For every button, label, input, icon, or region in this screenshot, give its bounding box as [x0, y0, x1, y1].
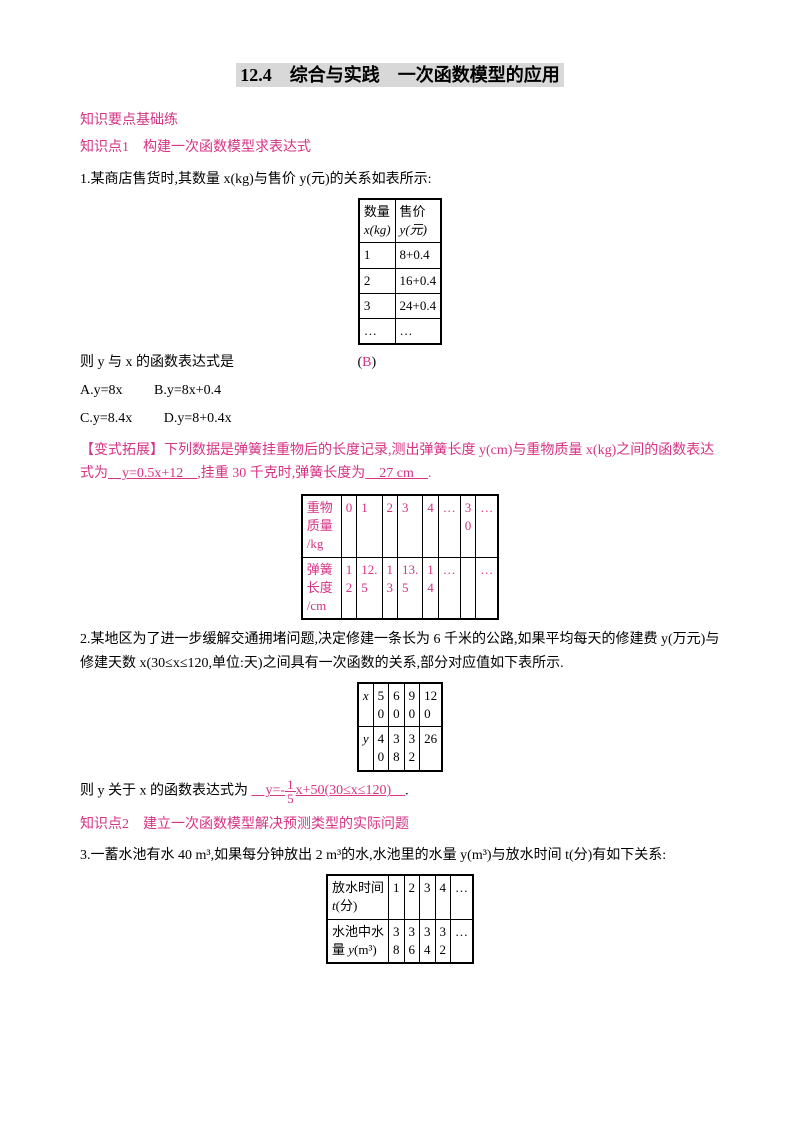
q1-optC: C.y=8.4x — [80, 407, 132, 431]
v1-l2: 13 — [382, 557, 398, 619]
q1-r2b: 16+0.4 — [395, 268, 441, 293]
q2-x4: 120 — [420, 683, 443, 727]
q3-t3: 3 — [420, 875, 436, 919]
v1-lead: 【变式拓展】 — [80, 443, 164, 458]
v1-mdots2: … — [476, 495, 499, 557]
v1-l30 — [460, 557, 476, 619]
q1-answer: B — [362, 355, 371, 370]
v1-m0: 0 — [341, 495, 357, 557]
v1-l3: 13.5 — [398, 557, 423, 619]
v1-mdots1: … — [438, 495, 460, 557]
q3-hdr-time: 放水时间t(分) — [327, 875, 389, 919]
q2-y1: 40 — [373, 727, 389, 771]
v1-mid: ,挂重 30 千克时,弹簧长度为 — [197, 466, 365, 481]
v1-end: . — [428, 466, 432, 481]
q2-x2: 60 — [389, 683, 405, 727]
q2-end: . — [405, 783, 409, 798]
q1-r3a: 3 — [359, 293, 395, 318]
q3-t1: 1 — [389, 875, 405, 919]
q1-col2-hdr: 售价y(元) — [395, 199, 441, 243]
q1-col1-hdr: 数量x(kg) — [359, 199, 395, 243]
q1-stem2: 则 y 与 x 的函数表达式是 (B) — [80, 351, 720, 375]
q3-table: 放水时间t(分) 1 2 3 4 … 水池中水量 y(m³) 38 36 34 … — [326, 874, 474, 964]
v1-l0: 12 — [341, 557, 357, 619]
q2-y2: 38 — [389, 727, 405, 771]
q1-r1b: 8+0.4 — [395, 243, 441, 268]
q1-optD: D.y=8+0.4x — [164, 407, 232, 431]
q2-y3: 32 — [404, 727, 420, 771]
v1-ldots2: … — [476, 557, 499, 619]
q3-v1: 38 — [389, 919, 405, 963]
v1-table: 重物质量/kg 0 1 2 3 4 … 30 … 弹簧长度/cm 12 12.5… — [301, 494, 500, 620]
q3-tdots: … — [451, 875, 474, 919]
v1-l4: 14 — [423, 557, 439, 619]
q3-stem: 3.一蓄水池有水 40 m³,如果每分钟放出 2 m³的水,水池里的水量 y(m… — [80, 844, 720, 868]
q3-v3: 34 — [420, 919, 436, 963]
q2-answer: y=-15x+50(30≤x≤120) — [252, 783, 406, 798]
v1-m30: 30 — [460, 495, 476, 557]
q1-stem2-text: 则 y 与 x 的函数表达式是 — [80, 355, 234, 370]
q3-v4: 32 — [435, 919, 451, 963]
v1-blank1: y=0.5x+12 — [108, 466, 197, 481]
v1-m3: 3 — [398, 495, 423, 557]
q1-r4b: … — [395, 318, 441, 344]
question-2: 2.某地区为了进一步缓解交通拥堵问题,决定修建一条长为 6 千米的公路,如果平均… — [80, 628, 720, 804]
question-1: 1.某商店售货时,其数量 x(kg)与售价 y(元)的关系如表所示: 数量x(k… — [80, 168, 720, 430]
q3-t2: 2 — [404, 875, 420, 919]
v1-hdr-len: 弹簧长度/cm — [302, 557, 342, 619]
q2-x1: 50 — [373, 683, 389, 727]
q3-hdr-vol: 水池中水量 y(m³) — [327, 919, 389, 963]
v1-m4: 4 — [423, 495, 439, 557]
question-3: 3.一蓄水池有水 40 m³,如果每分钟放出 2 m³的水,水池里的水量 y(m… — [80, 844, 720, 964]
q2-yhdr: y — [358, 727, 373, 771]
q2-stem: 2.某地区为了进一步缓解交通拥堵问题,决定修建一条长为 6 千米的公路,如果平均… — [80, 628, 720, 676]
q1-r1a: 1 — [359, 243, 395, 268]
q2-x3: 90 — [404, 683, 420, 727]
q1-optA: A.y=8x — [80, 379, 123, 403]
q2-stem2: 则 y 关于 x 的函数表达式为 — [80, 783, 248, 798]
q1-stem: 1.某商店售货时,其数量 x(kg)与售价 y(元)的关系如表所示: — [80, 168, 720, 192]
v1-ldots1: … — [438, 557, 460, 619]
q1-table: 数量x(kg) 售价y(元) 18+0.4 216+0.4 324+0.4 …… — [358, 198, 442, 345]
v1-blank2: 27 cm — [365, 466, 428, 481]
v1-hdr-mass: 重物质量/kg — [302, 495, 342, 557]
title-text: 12.4 综合与实践 一次函数模型的应用 — [236, 63, 564, 87]
section-basic: 知识要点基础练 — [80, 109, 720, 133]
q2-answer-line: 则 y 关于 x 的函数表达式为 y=-15x+50(30≤x≤120) . — [80, 778, 720, 805]
q1-r3b: 24+0.4 — [395, 293, 441, 318]
q2-xhdr: x — [358, 683, 373, 727]
q1-optB: B.y=8x+0.4 — [154, 379, 221, 403]
kp2-heading: 知识点2 建立一次函数模型解决预测类型的实际问题 — [80, 813, 720, 837]
q3-t4: 4 — [435, 875, 451, 919]
kp1-heading: 知识点1 构建一次函数模型求表达式 — [80, 136, 720, 160]
q1-r4a: … — [359, 318, 395, 344]
q1-r2a: 2 — [359, 268, 395, 293]
q2-table: x 50 60 90 120 y 40 38 32 26 — [357, 682, 443, 772]
v1-m2: 2 — [382, 495, 398, 557]
v1-m1: 1 — [357, 495, 382, 557]
q3-vdots: … — [451, 919, 474, 963]
q1-options: A.y=8x B.y=8x+0.4 — [80, 379, 720, 403]
v1-l1: 12.5 — [357, 557, 382, 619]
q1-options2: C.y=8.4x D.y=8+0.4x — [80, 407, 720, 431]
page-title: 12.4 综合与实践 一次函数模型的应用 — [80, 60, 720, 91]
q2-y4: 26 — [420, 727, 443, 771]
q3-v2: 36 — [404, 919, 420, 963]
variant-1: 【变式拓展】下列数据是弹簧挂重物后的长度记录,测出弹簧长度 y(cm)与重物质量… — [80, 439, 720, 487]
